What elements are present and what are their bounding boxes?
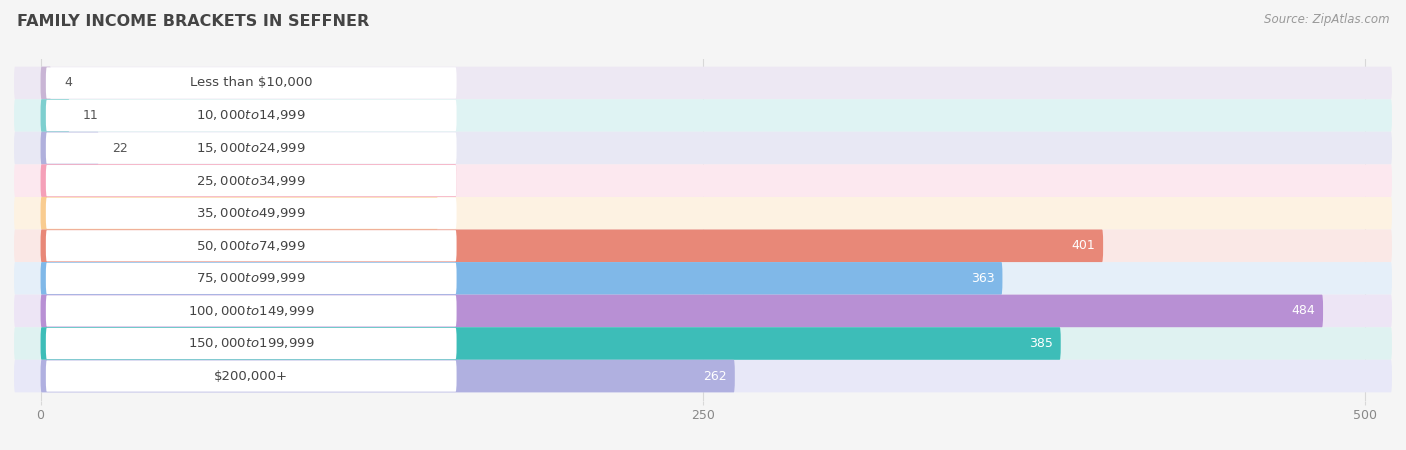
FancyBboxPatch shape <box>41 164 457 197</box>
Text: 4: 4 <box>65 76 72 90</box>
Text: 363: 363 <box>972 272 994 285</box>
FancyBboxPatch shape <box>41 197 439 230</box>
Text: 401: 401 <box>1071 239 1095 252</box>
Text: 11: 11 <box>83 109 98 122</box>
FancyBboxPatch shape <box>14 230 1392 262</box>
FancyBboxPatch shape <box>46 230 457 261</box>
FancyBboxPatch shape <box>41 360 735 392</box>
Text: 262: 262 <box>703 369 727 382</box>
Text: $15,000 to $24,999: $15,000 to $24,999 <box>197 141 307 155</box>
Text: 150: 150 <box>406 207 430 220</box>
FancyBboxPatch shape <box>46 100 457 131</box>
FancyBboxPatch shape <box>14 132 1392 164</box>
Text: 22: 22 <box>112 142 128 154</box>
Text: 157: 157 <box>425 174 449 187</box>
FancyBboxPatch shape <box>46 360 457 392</box>
FancyBboxPatch shape <box>14 67 1392 99</box>
Text: $35,000 to $49,999: $35,000 to $49,999 <box>197 206 307 220</box>
FancyBboxPatch shape <box>46 68 457 99</box>
Text: 385: 385 <box>1029 337 1053 350</box>
FancyBboxPatch shape <box>41 67 51 99</box>
FancyBboxPatch shape <box>41 262 1002 295</box>
FancyBboxPatch shape <box>46 328 457 359</box>
FancyBboxPatch shape <box>41 230 1104 262</box>
FancyBboxPatch shape <box>14 360 1392 392</box>
FancyBboxPatch shape <box>41 99 70 132</box>
FancyBboxPatch shape <box>41 132 98 164</box>
FancyBboxPatch shape <box>46 263 457 294</box>
Text: $50,000 to $74,999: $50,000 to $74,999 <box>197 239 307 253</box>
FancyBboxPatch shape <box>14 295 1392 327</box>
FancyBboxPatch shape <box>14 327 1392 360</box>
FancyBboxPatch shape <box>46 132 457 164</box>
FancyBboxPatch shape <box>14 197 1392 230</box>
Text: $150,000 to $199,999: $150,000 to $199,999 <box>188 337 315 351</box>
Text: $25,000 to $34,999: $25,000 to $34,999 <box>197 174 307 188</box>
Text: $75,000 to $99,999: $75,000 to $99,999 <box>197 271 307 285</box>
FancyBboxPatch shape <box>41 295 1323 327</box>
FancyBboxPatch shape <box>46 295 457 327</box>
FancyBboxPatch shape <box>41 327 1060 360</box>
Text: FAMILY INCOME BRACKETS IN SEFFNER: FAMILY INCOME BRACKETS IN SEFFNER <box>17 14 370 28</box>
Text: $200,000+: $200,000+ <box>214 369 288 382</box>
FancyBboxPatch shape <box>14 262 1392 295</box>
FancyBboxPatch shape <box>14 164 1392 197</box>
FancyBboxPatch shape <box>46 198 457 229</box>
Text: Less than $10,000: Less than $10,000 <box>190 76 312 90</box>
Text: $100,000 to $149,999: $100,000 to $149,999 <box>188 304 315 318</box>
FancyBboxPatch shape <box>46 165 457 196</box>
FancyBboxPatch shape <box>14 99 1392 132</box>
Text: 484: 484 <box>1291 305 1315 317</box>
Text: Source: ZipAtlas.com: Source: ZipAtlas.com <box>1264 14 1389 27</box>
Text: $10,000 to $14,999: $10,000 to $14,999 <box>197 108 307 122</box>
